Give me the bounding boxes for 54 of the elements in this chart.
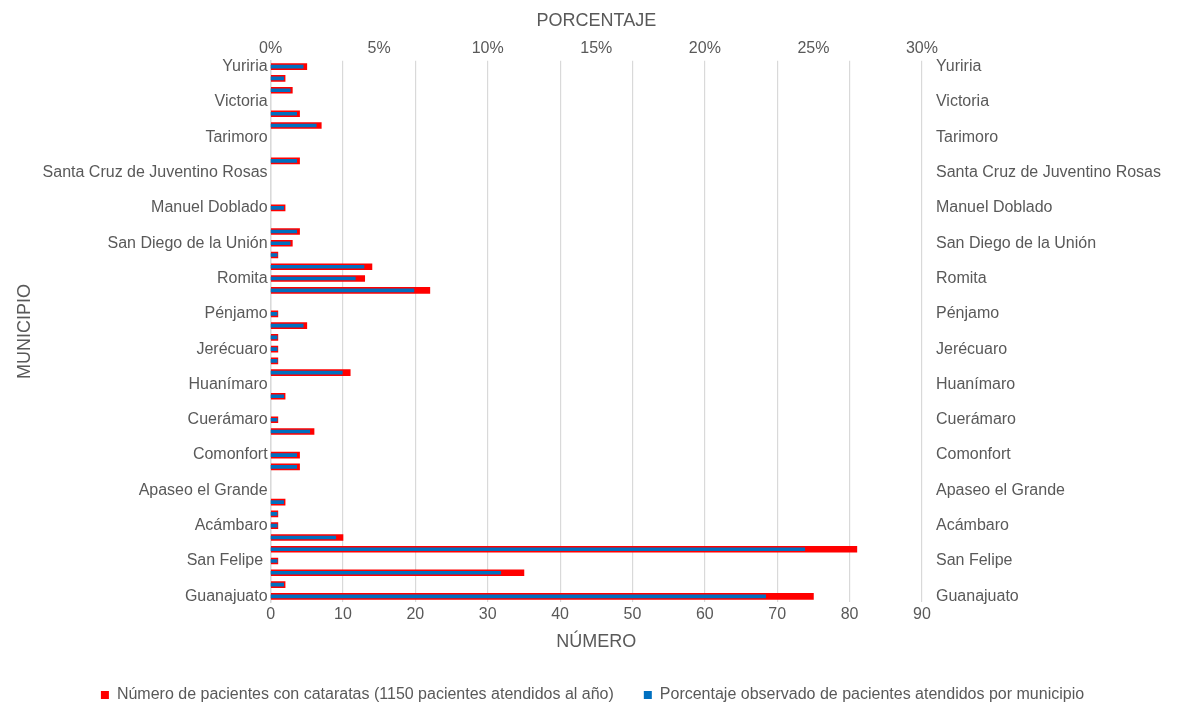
x2-tick-label: 15% <box>580 38 613 56</box>
x-tick-label: 70 <box>768 605 787 623</box>
y-tick-label: Cuerámaro <box>187 410 268 428</box>
legend-label: Número de pacientes con cataratas (1150 pacientes atendidos al año) <box>116 685 614 703</box>
category-label: San Diego de la Unión <box>935 233 1097 251</box>
legend-label: Porcentaje observado de pacientes atendidos por municipio <box>659 685 1085 703</box>
x-tick-label: 40 <box>551 605 570 623</box>
x2-axis-title: PORCENTAJE <box>536 9 657 30</box>
category-label: Tarimoro <box>935 127 999 145</box>
category-label: Santa Cruz de Juventino Rosas <box>935 163 1161 181</box>
category-label: Apaseo el Grande <box>935 480 1065 498</box>
y-tick-label: Jerécuaro <box>196 339 268 357</box>
y-tick-label: Tarimoro <box>205 127 268 145</box>
category-label: Romita <box>935 268 987 286</box>
category-label: Guanajuato <box>935 586 1019 604</box>
x-tick-label: 60 <box>695 605 714 623</box>
x2-tick-label: 30% <box>905 38 938 56</box>
y-tick-label: Manuel Doblado <box>151 198 268 216</box>
category-label: Acámbaro <box>935 516 1009 534</box>
y-tick-label: Pénjamo <box>204 304 268 322</box>
y-tick-label: Yuriria <box>222 57 268 75</box>
category-label: Huanímaro <box>935 374 1016 392</box>
x-tick-label: 30 <box>478 605 497 623</box>
x-tick-label: 20 <box>406 605 425 623</box>
x-tick-label: 90 <box>913 605 931 623</box>
x2-tick-label: 5% <box>367 38 391 56</box>
y-tick-label: Santa Cruz de Juventino Rosas <box>42 163 268 181</box>
category-label: Yuriria <box>935 57 982 75</box>
x2-tick-label: 25% <box>797 38 830 56</box>
y-tick-label: Comonfort <box>192 445 269 463</box>
x-axis-title: NÚMERO <box>556 630 637 652</box>
y-tick-label: San Felipe <box>186 551 268 569</box>
y-tick-label: Guanajuato <box>184 586 268 604</box>
category-label: Manuel Doblado <box>935 198 1053 216</box>
category-label: Victoria <box>935 92 990 110</box>
x-tick-label: 10 <box>334 605 352 623</box>
category-label: Comonfort <box>935 445 1011 463</box>
y-tick-label: Victoria <box>214 92 268 110</box>
x2-tick-label: 0% <box>259 38 283 56</box>
category-label: Jerécuaro <box>935 339 1008 357</box>
y-tick-label: San Diego de la Unión <box>107 233 268 251</box>
y-tick-label: Apaseo el Grande <box>138 480 268 498</box>
x-tick-label: 50 <box>623 605 642 623</box>
x2-tick-label: 10% <box>471 38 504 56</box>
category-label: Pénjamo <box>935 304 1000 322</box>
y-axis-title: MUNICIPIO <box>13 283 34 380</box>
x-tick-label: 80 <box>840 605 859 623</box>
category-label: Cuerámaro <box>935 410 1017 428</box>
category-label: San Felipe <box>935 551 1013 569</box>
y-tick-label: Acámbaro <box>194 516 268 534</box>
y-tick-label: Huanímaro <box>188 374 268 392</box>
x-tick-label: 0 <box>266 605 276 623</box>
y-tick-label: Romita <box>216 268 268 286</box>
x2-tick-label: 20% <box>688 38 721 56</box>
